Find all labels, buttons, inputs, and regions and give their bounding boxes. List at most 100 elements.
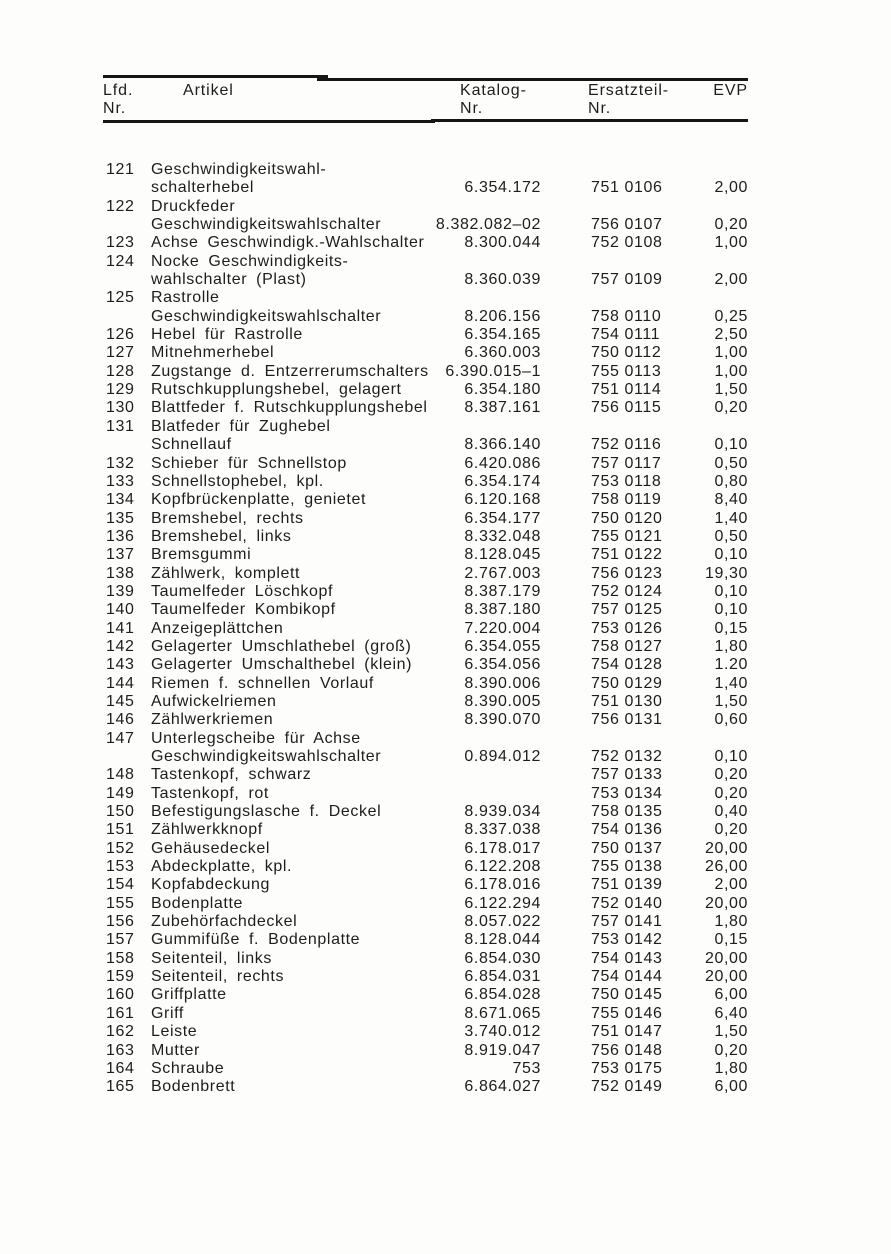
table-top-rule-left (103, 75, 328, 78)
table-body: 121 Geschwindigkeitswahl-schalterhebel 6.3… (103, 161, 748, 1097)
katalog-nr-cell: 6.354.165 (464, 326, 541, 344)
row-number-cell: 160 (106, 986, 135, 1004)
row-number-cell: 127 (106, 344, 135, 362)
evp-price-cell: 1,80 (714, 1059, 748, 1077)
column-header-artikel: Artikel (183, 82, 234, 100)
evp-price-cell: 6,00 (714, 986, 748, 1004)
katalog-nr-cell: 8.939.034 (464, 803, 541, 821)
evp-price-cell: 1,50 (714, 1023, 748, 1041)
row-number-cell: 135 (106, 509, 135, 527)
article-name-cell: Kopfabdeckung (151, 876, 271, 894)
evp-price-cell: 6,00 (714, 1078, 748, 1096)
article-name-cell: Schnellstophebel, kpl. (151, 472, 324, 490)
article-name-cell: schalterhebel (151, 179, 254, 197)
evp-price-cell: 0,20 (714, 216, 748, 234)
row-number-cell: 149 (106, 784, 135, 802)
katalog-nr-cell: 8.337.038 (464, 821, 541, 839)
column-header-katalog-line2: Nr. (460, 100, 484, 117)
katalog-nr-cell: 6.354.180 (464, 381, 541, 399)
katalog-nr-cell: 0.894.012 (464, 748, 541, 765)
katalog-nr-cell: 8.387.161 (464, 399, 541, 417)
article-name-cell: Bodenbrett (151, 1078, 236, 1096)
article-name-cell: Griff (151, 1004, 184, 1022)
row-number-cell: 140 (106, 601, 135, 619)
header-bottom-rule-left (103, 120, 435, 123)
article-name-cell: Geschwindigkeitswahl- (151, 161, 327, 178)
article-name-cell: Geschwindigkeitswahlschalter (151, 748, 382, 765)
article-name-cell: Zubehörfachdeckel (151, 913, 298, 931)
article-name-cell: Riemen f. schnellen Vorlauf (151, 674, 374, 692)
row-number-cell: 141 (106, 619, 135, 637)
ersatzteil-nr-cell: 754 0143 (591, 949, 663, 967)
evp-price-cell: 0,20 (714, 399, 748, 417)
table-row: 163 Mutter 8.919.047 756 0148 0,20 (103, 1042, 748, 1060)
article-name-cell: Schnellauf (151, 436, 232, 454)
article-name-cell: Nocke Geschwindigkeits- (151, 252, 349, 270)
row-number-cell: 144 (106, 674, 135, 692)
row-number-cell: 165 (106, 1078, 135, 1096)
katalog-nr-cell: 6.854.030 (464, 949, 541, 967)
katalog-nr-cell: 6.360.003 (464, 344, 541, 362)
table-row: 151 Zählwerkknopf 8.337.038 754 0136 0,20 (103, 821, 748, 839)
column-header-lfd-nr: Lfd. Nr. (103, 82, 133, 118)
ersatzteil-nr-cell: 758 0110 (591, 307, 662, 325)
ersatzteil-nr-cell: 751 0106 (591, 179, 663, 197)
row-number-cell: 136 (106, 527, 135, 545)
ersatzteil-nr-cell: 756 0148 (591, 1041, 663, 1059)
ersatzteil-nr-cell: 750 0112 (591, 344, 662, 362)
evp-price-cell: 1,50 (714, 381, 748, 399)
ersatzteil-nr-cell: 754 0136 (591, 821, 663, 839)
row-number-cell: 152 (106, 839, 135, 857)
table-row: 136 Bremshebel, links 8.332.048 755 0121 0,5… (103, 528, 748, 546)
table-row: 156 Zubehörfachdeckel 8.057.022 757 0141 1,8… (103, 913, 748, 931)
evp-price-cell: 0,10 (714, 546, 748, 564)
evp-price-cell: 2,00 (714, 876, 748, 894)
evp-price-cell: 1,80 (714, 637, 748, 655)
row-number-cell: 134 (106, 491, 135, 509)
table-row: 153 Abdeckplatte, kpl. 6.122.208 755 0138 26… (103, 858, 748, 876)
evp-price-cell: 0,10 (714, 436, 748, 454)
table-row: 160 Griffplatte 6.854.028 750 0145 6,00 (103, 986, 748, 1004)
ersatzteil-nr-cell: 753 0126 (591, 619, 663, 637)
katalog-nr-cell: 6.354.056 (464, 656, 541, 674)
article-name-cell: Unterlegscheibe für Achse (151, 729, 361, 747)
ersatzteil-nr-cell: 752 0132 (591, 748, 663, 765)
table-row: Schnellauf 8.366.140 752 0116 0,10 (103, 436, 748, 454)
article-name-cell: Bodenplatte (151, 894, 244, 912)
table-row: 132 Schieber für Schnellstop 6.420.086 757 … (103, 455, 748, 473)
table-row: 128 Zugstange d. Entzerrerumschalters 6.39… (103, 363, 748, 381)
ersatzteil-nr-cell: 750 0120 (591, 509, 663, 527)
article-name-cell: Zählwerkriemen (151, 711, 274, 729)
row-number-cell: 158 (106, 949, 135, 967)
evp-price-cell: 0,20 (714, 784, 748, 802)
article-name-cell: Druckfeder (151, 197, 236, 215)
article-name-cell: Bremshebel, rechts (151, 509, 304, 527)
table-row: 141 Anzeigeplättchen 7.220.004 753 0126 0,15 (103, 620, 748, 638)
column-header-evp-label: EVP (713, 82, 748, 99)
evp-price-cell: 20,00 (704, 949, 748, 967)
article-name-cell: wahlschalter (Plast) (151, 271, 307, 289)
ersatzteil-nr-cell: 752 0124 (591, 582, 663, 600)
row-number-cell: 154 (106, 876, 135, 894)
table-row: 134 Kopfbrückenplatte, genietet 6.120.168 7… (103, 491, 748, 509)
article-name-cell: Tastenkopf, rot (151, 784, 269, 802)
ersatzteil-nr-cell: 752 0108 (591, 234, 663, 252)
katalog-nr-cell: 8.366.140 (464, 436, 541, 454)
table-row: 150 Befestigungslasche f. Deckel 8.939.034… (103, 803, 748, 821)
row-number-cell: 146 (106, 711, 135, 729)
article-name-cell: Mitnehmerhebel (151, 344, 275, 362)
evp-price-cell: 0,10 (714, 582, 748, 600)
article-name-cell: Zählwerk, komplett (151, 564, 301, 582)
column-header-lfd-line1: Lfd. (103, 82, 134, 99)
row-number-cell: 126 (106, 326, 135, 344)
evp-price-cell: 0,50 (714, 527, 748, 545)
evp-price-cell: 1,50 (714, 692, 748, 710)
evp-price-cell: 19,30 (704, 564, 748, 582)
ersatzteil-nr-cell: 755 0113 (591, 362, 662, 380)
table-row: 149 Tastenkopf, rot 753 0134 0,20 (103, 785, 748, 803)
katalog-nr-cell: 6.420.086 (464, 454, 541, 472)
evp-price-cell: 1,00 (714, 344, 748, 362)
row-number-cell: 128 (106, 362, 135, 380)
table-row: 155 Bodenplatte 6.122.294 752 0140 20,00 (103, 895, 748, 913)
evp-price-cell: 2,00 (714, 271, 748, 289)
